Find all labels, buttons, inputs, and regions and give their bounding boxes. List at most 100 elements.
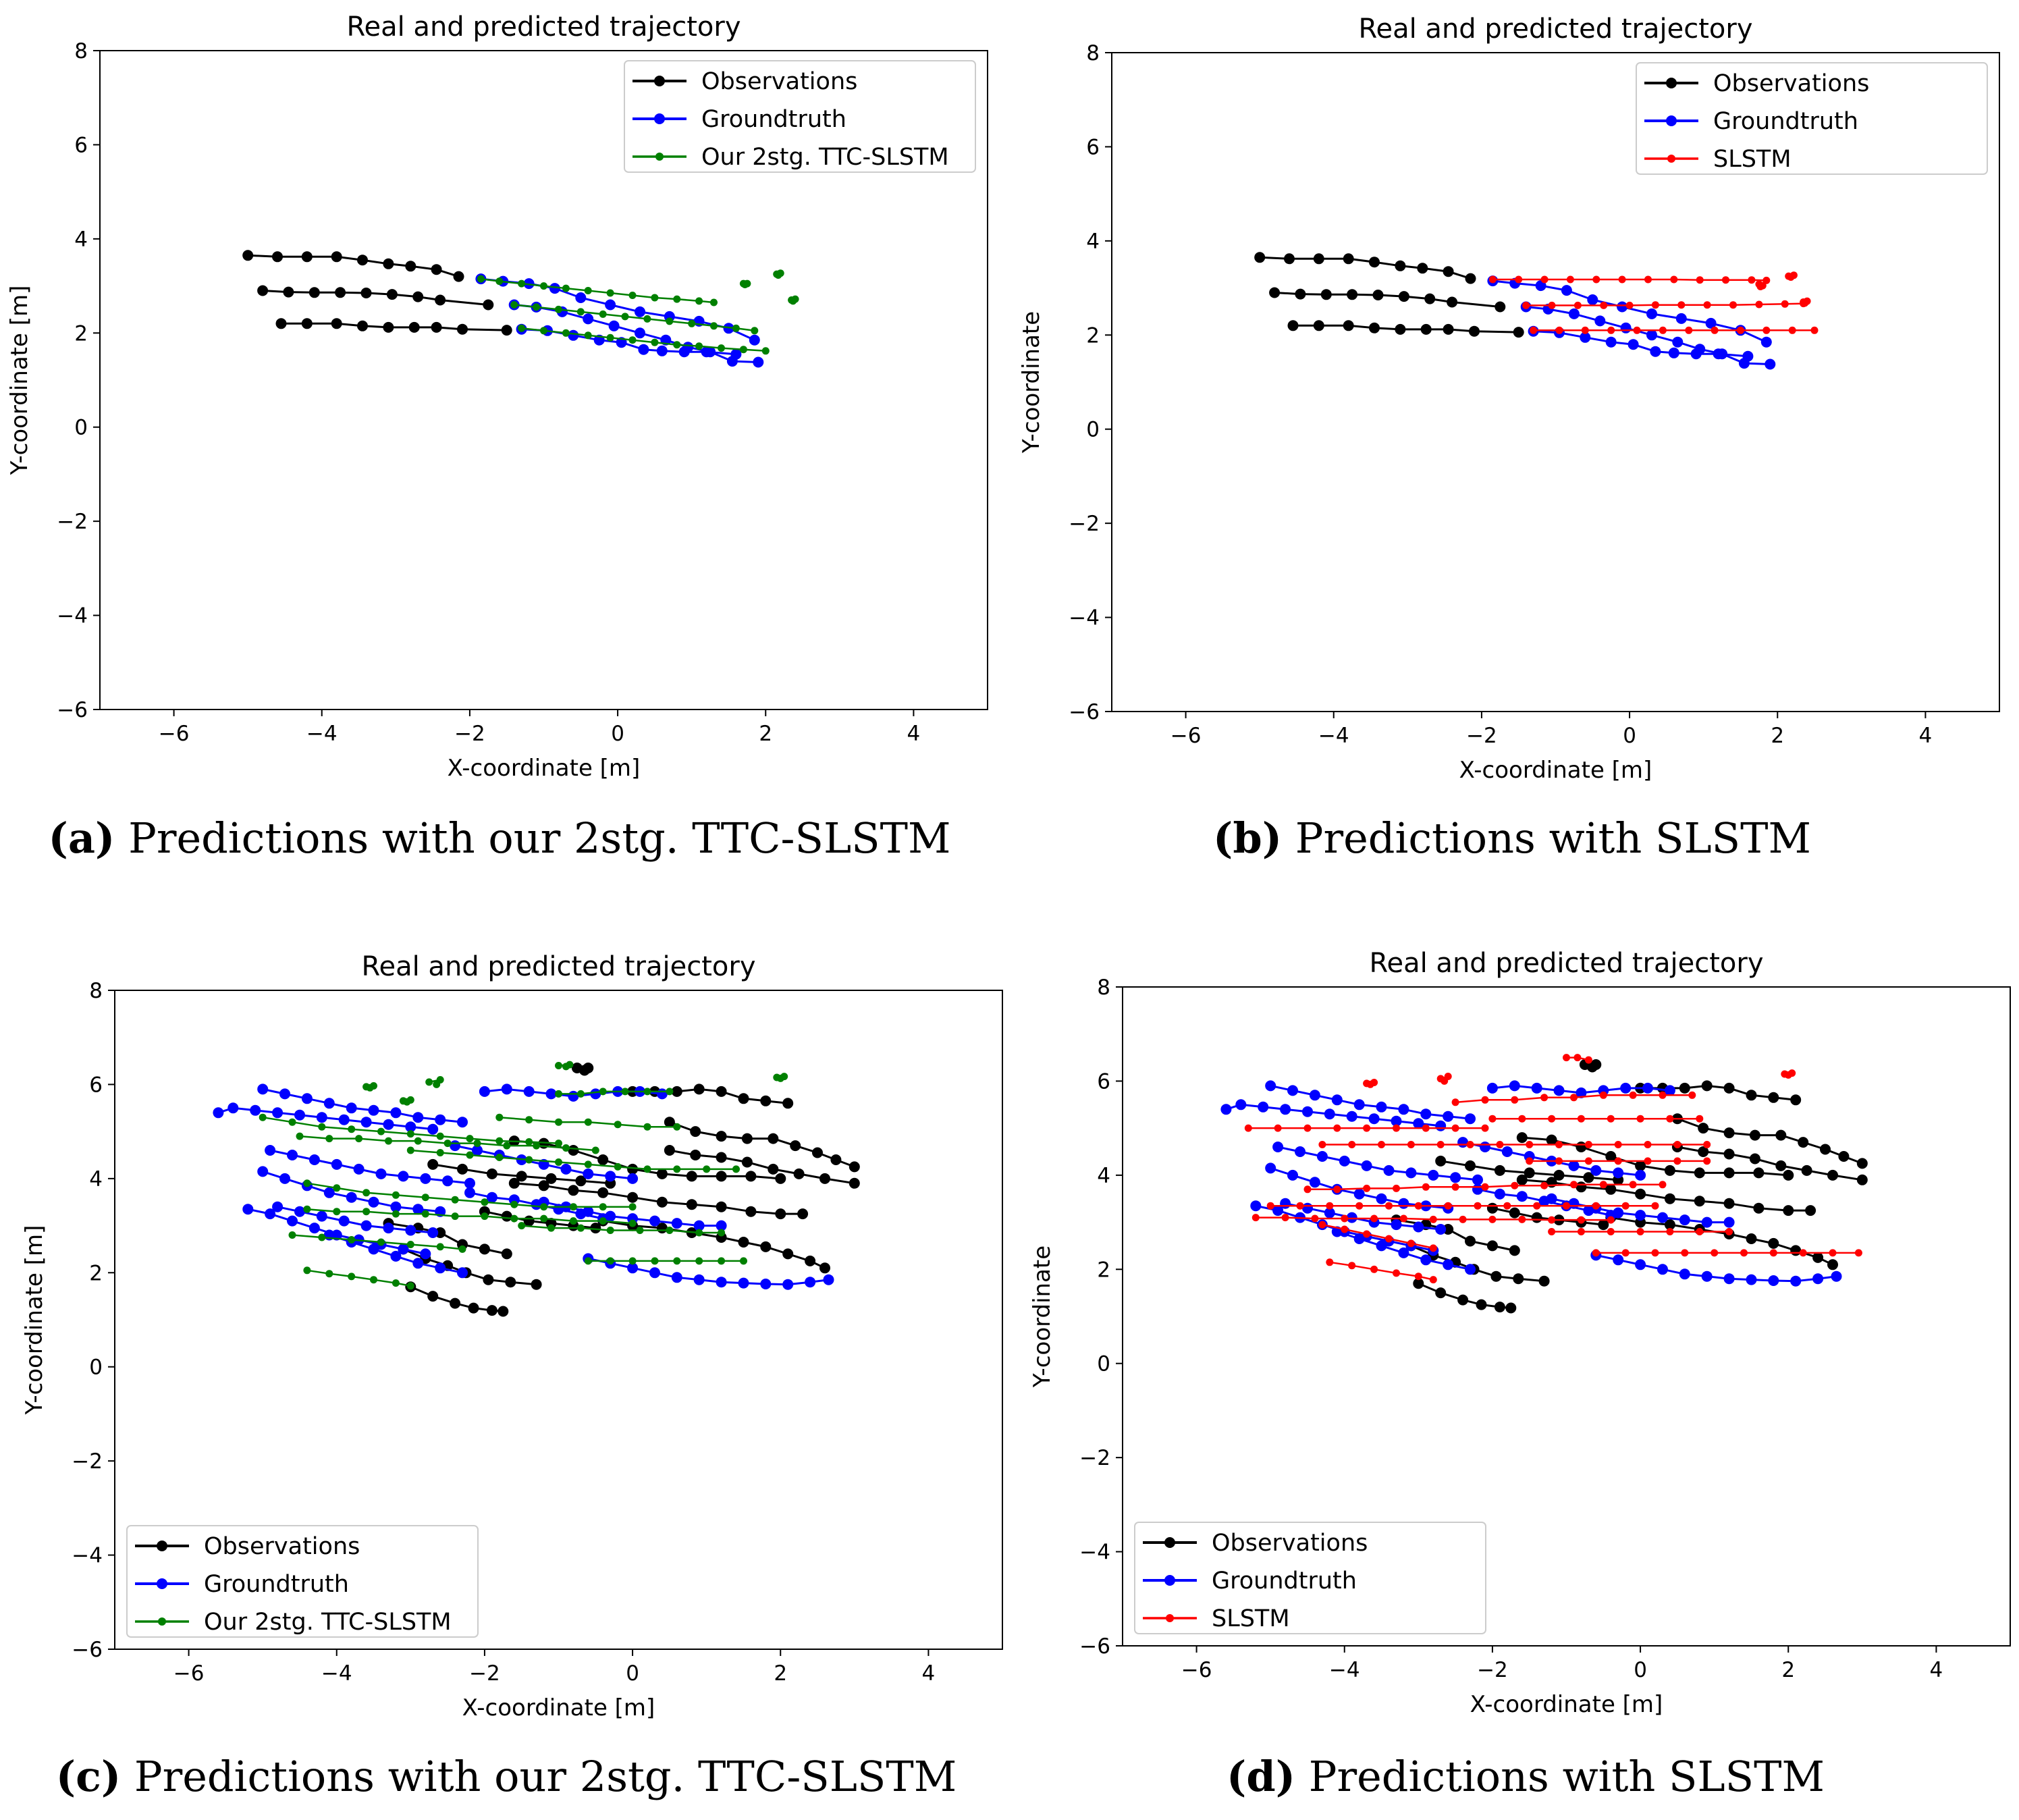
- chart-c-observations-point-4-8: [745, 1206, 757, 1217]
- chart-d-slstm-point-7-2: [1651, 1249, 1659, 1257]
- chart-a-legend: Observations Groundtruth Our 2stg. TTC-SLS…: [624, 60, 976, 173]
- chart-d-observations-point-2-6: [1827, 1169, 1838, 1181]
- chart-c-groundtruth-point-7-6: [716, 1277, 727, 1288]
- chart-c-groundtruth-point-8-5: [590, 1088, 601, 1100]
- chart-c-our-2stg-ttc-slstm-point-10-2: [555, 1118, 562, 1126]
- chart-d-observations-point-0-2: [1679, 1082, 1690, 1094]
- chart-c-observations-point-2-2: [716, 1152, 727, 1163]
- chart-d-groundtruth-point-7-11: [1831, 1270, 1842, 1282]
- chart-d-observations-point-8-0: [1413, 1278, 1424, 1289]
- chart-d-observations-point-1-6: [1820, 1144, 1831, 1155]
- chart-a-xtick-label-4: 2: [759, 722, 772, 746]
- chart-a-our-2stg-ttc-slstm-point-0-2: [518, 279, 526, 288]
- chart-d-slstm-point-0-0: [1244, 1124, 1252, 1132]
- chart-c-our-2stg-ttc-slstm-point-0-2: [318, 1123, 326, 1131]
- chart-c-groundtruth-track-1: [262, 1088, 463, 1123]
- chart-c-our-2stg-ttc-slstm-point-7-5: [695, 1257, 703, 1265]
- chart-d-groundtruth-point-6-5: [1443, 1259, 1454, 1270]
- chart-c-xtick-label-2: −2: [469, 1661, 500, 1686]
- chart-c-our-2stg-ttc-slstm-point-1-9: [562, 1144, 570, 1152]
- chart-d-observations-point-4-10: [1805, 1205, 1816, 1216]
- chart-d-groundtruth-point-10-4: [1635, 1210, 1646, 1221]
- chart-a-observations-point-2-7: [457, 323, 468, 335]
- chart-c-our-2stg-ttc-slstm-point-3-6: [481, 1198, 489, 1206]
- chart-c-our-2stg-ttc-slstm-point-4-1: [333, 1208, 341, 1216]
- chart-c-legend-marker-2: [158, 1617, 166, 1626]
- chart-c-observations-point-8-5: [497, 1306, 509, 1317]
- chart-d-xtick-label-0: −6: [1181, 1658, 1212, 1682]
- chart-c-groundtruth-point-0-4: [294, 1109, 305, 1121]
- chart-d-groundtruth-point-5-3: [1346, 1212, 1357, 1223]
- chart-d-slstm-point-1-10: [1614, 1141, 1622, 1148]
- chart-b-observations-point-1-0: [1269, 287, 1281, 298]
- chart-d-ytick-label-6: 6: [1097, 1069, 1110, 1094]
- chart-d-frame: [1122, 986, 2011, 1647]
- chart-d-groundtruth-point-2-8: [1450, 1172, 1461, 1183]
- chart-b-slstm-point-1-7: [1703, 301, 1711, 309]
- chart-d-observations-point-3-8: [1753, 1167, 1765, 1179]
- chart-a-legend-marker-0: [654, 76, 665, 86]
- chart-c-our-2stg-ttc-slstm-point-3-7: [510, 1200, 518, 1208]
- chart-b-ytick-label-5: 4: [1086, 230, 1100, 254]
- chart-b-groundtruth-point-0-8: [1705, 317, 1717, 329]
- chart-b-slstm-point-0-4: [1592, 275, 1600, 284]
- chart-d-groundtruth-point-0-0: [1220, 1104, 1232, 1115]
- chart-c-groundtruth-point-8-8: [656, 1088, 668, 1100]
- chart-a-observations-point-2-4: [383, 321, 394, 333]
- chart-c: Real and predicted trajectory −6 −4 −2 0 2 4 −6…: [21, 951, 1003, 1721]
- chart-d-groundtruth-point-7-2: [1635, 1259, 1646, 1270]
- chart-b-xtick-label-5: 4: [1919, 724, 1933, 748]
- chart-d-observations-point-3-1: [1546, 1134, 1557, 1146]
- chart-c-our-2stg-ttc-slstm-point-14-2: [562, 1063, 570, 1071]
- chart-c-observations-point-1-5: [790, 1140, 801, 1152]
- chart-d-slstm-point-7-3: [1681, 1249, 1689, 1257]
- chart-c-groundtruth-point-11-4: [553, 1204, 564, 1215]
- chart-d-slstm-point-5-0: [1318, 1221, 1326, 1229]
- chart-b-groundtruth-point-0-7: [1675, 313, 1687, 324]
- chart-c-our-2stg-ttc-slstm-point-2-2: [466, 1151, 474, 1159]
- chart-a-our-2stg-ttc-slstm-point-2-2: [562, 329, 570, 337]
- chart-d-observations-point-2-5: [1801, 1165, 1812, 1176]
- chart-a-our-2stg-ttc-slstm-point-2-3: [584, 331, 592, 340]
- caption-d-text: Predictions with SLSTM: [1295, 1752, 1825, 1801]
- chart-d-slstm-point-0-7: [1451, 1124, 1459, 1132]
- chart-a-xtick-label-2: −2: [454, 722, 485, 746]
- chart-a-our-2stg-ttc-slstm-point-1-11: [751, 327, 759, 335]
- chart-d-slstm-point-2-4: [1422, 1183, 1430, 1191]
- chart-c-our-2stg-ttc-slstm-point-5-4: [406, 1241, 414, 1248]
- chart-d-slstm-point-9-4: [1607, 1115, 1615, 1123]
- chart-a-groundtruth-point-2-5: [638, 344, 649, 355]
- chart-a-observations-point-1-4: [360, 288, 372, 298]
- chart-d-slstm-point-5-4: [1407, 1239, 1415, 1248]
- chart-d-observations-point-7-5: [1513, 1273, 1524, 1285]
- chart-c-observations-point-9-1: [501, 1210, 512, 1222]
- chart-c-groundtruth-point-2-2: [308, 1154, 320, 1165]
- chart-d-slstm-point-4-0: [1251, 1214, 1260, 1222]
- chart-d-observations-point-9-2: [1531, 1212, 1542, 1223]
- chart-a-groundtruth-point-1-4: [608, 320, 620, 331]
- chart-c-observations-point-4-9: [775, 1208, 786, 1220]
- chart-c-our-2stg-ttc-slstm-point-9-2: [576, 1224, 585, 1232]
- chart-b-groundtruth-point-0-3: [1561, 285, 1572, 296]
- chart-c-observations-point-3-6: [686, 1171, 697, 1182]
- chart-d-groundtruth-point-10-5: [1657, 1212, 1668, 1223]
- chart-c-our-2stg-ttc-slstm-point-7-6: [718, 1257, 726, 1265]
- chart-c-observations-point-8-2: [450, 1297, 461, 1309]
- chart-d-groundtruth-point-2-2: [1316, 1151, 1328, 1162]
- chart-c-observations-point-0-6: [760, 1095, 772, 1106]
- chart-a-xlabel: X-coordinate [m]: [448, 755, 641, 782]
- chart-d-observations-point-1-4: [1775, 1129, 1787, 1141]
- chart-d-observations-point-3-9: [1783, 1169, 1794, 1181]
- chart-a-ytick-label-2: −2: [57, 510, 88, 534]
- chart-a-plot-area: [242, 250, 799, 368]
- chart-d-slstm-point-9-6: [1666, 1115, 1674, 1123]
- chart-d-groundtruth-point-7-1: [1613, 1254, 1624, 1266]
- chart-b-observations-point-2-3: [1369, 322, 1380, 333]
- chart-d-groundtruth-point-11-0: [1472, 1183, 1483, 1195]
- chart-d-groundtruth-point-4-1: [1272, 1205, 1284, 1216]
- chart-c-groundtruth-point-9-0: [450, 1140, 461, 1152]
- chart-d-slstm-point-3-12: [1621, 1202, 1630, 1210]
- chart-c-groundtruth-point-10-5: [649, 1215, 660, 1227]
- chart-a-ytick-label-3: 0: [74, 416, 88, 440]
- chart-b-slstm-point-1-6: [1677, 301, 1686, 309]
